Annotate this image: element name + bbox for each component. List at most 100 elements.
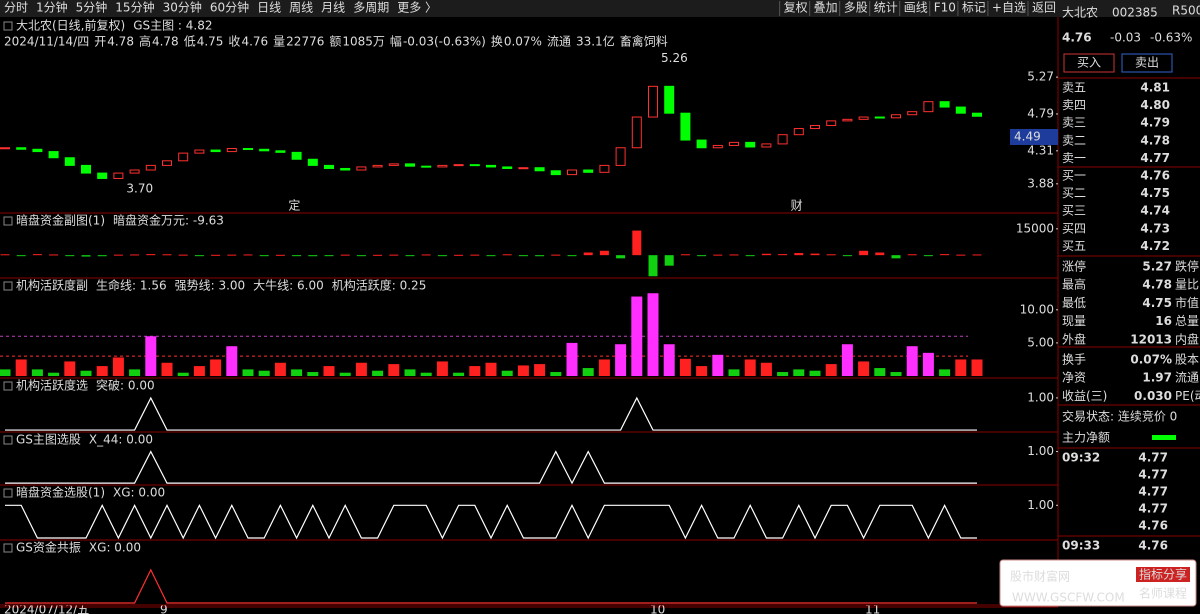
info-item: 4.75 xyxy=(197,35,224,49)
toolbar-button[interactable]: +自选 xyxy=(992,1,1026,15)
sell-button[interactable] xyxy=(1121,53,1173,73)
bar xyxy=(275,254,285,256)
panel-legend: 强势线: 3.00 xyxy=(175,279,246,293)
bar xyxy=(372,370,384,377)
bar xyxy=(745,255,755,257)
y-tick-label: 10.00 xyxy=(1020,302,1054,316)
toolbar-tab[interactable]: 60分钟 xyxy=(210,0,249,15)
book-label: 卖一 xyxy=(1062,151,1086,165)
bar xyxy=(744,359,756,377)
book-label: 买四 xyxy=(1062,221,1086,235)
stat-value: 0.030 xyxy=(1134,389,1172,403)
toolbar-tab[interactable]: 分时 xyxy=(4,1,28,15)
candle xyxy=(0,147,10,150)
toolbar-tab[interactable]: 5分钟 xyxy=(76,0,108,15)
toolbar-button[interactable]: F10 xyxy=(934,1,956,15)
candle xyxy=(129,169,140,174)
book-price: 4.79 xyxy=(1140,116,1170,130)
panel-legend: 突破: 0.00 xyxy=(96,378,155,393)
candle xyxy=(923,101,934,113)
candle xyxy=(340,167,351,171)
toolbar-button[interactable]: 标记 xyxy=(962,1,986,15)
bar xyxy=(145,336,157,377)
stat-label: 量比 xyxy=(1175,278,1199,292)
bar xyxy=(210,359,222,377)
buy-button[interactable] xyxy=(1063,53,1115,73)
tick-price: 4.77 xyxy=(1138,485,1168,499)
trade-status: 交易状态: 连续竞价 0 xyxy=(1062,409,1177,424)
bar xyxy=(177,372,189,377)
toolbar-button[interactable]: 统计 xyxy=(874,1,898,15)
toolbar-tab[interactable]: 周线 xyxy=(289,1,313,15)
tick-price: 4.76 xyxy=(1138,539,1168,553)
candle xyxy=(486,164,496,168)
info-item: 量 xyxy=(273,35,285,49)
y-tick-label: 4.79 xyxy=(1027,106,1054,120)
toolbar-tab[interactable]: 30分钟 xyxy=(163,0,202,15)
panel-legend: GS主图 : 4.82 xyxy=(133,19,212,33)
toolbar-button[interactable]: 多股 xyxy=(844,1,868,15)
stat-label: 外盘 xyxy=(1062,331,1086,346)
info-item: 33.1亿 xyxy=(576,34,615,49)
toolbar-button[interactable]: 画线 xyxy=(904,1,928,15)
candle xyxy=(972,112,982,117)
panel-title: 机构活跃度选 xyxy=(16,378,88,393)
panel-legend: XG: 0.00 xyxy=(113,486,165,500)
bar xyxy=(0,369,11,377)
bar xyxy=(339,372,351,377)
panel-legend: 暗盘资金万元: -9.63 xyxy=(113,213,224,228)
candle xyxy=(145,164,156,171)
bar xyxy=(712,354,724,377)
candle xyxy=(324,164,334,169)
stat-label: 现量 xyxy=(1062,314,1086,328)
bar xyxy=(193,366,205,377)
bar xyxy=(663,344,675,377)
candle xyxy=(113,172,124,179)
bar xyxy=(501,370,513,377)
candle xyxy=(64,157,75,166)
bar xyxy=(598,359,610,377)
watermark-tag: 指标分享 xyxy=(1139,567,1187,582)
bar xyxy=(470,254,480,256)
bar xyxy=(647,293,659,377)
candle xyxy=(583,169,594,173)
bar xyxy=(194,255,204,257)
book-label: 卖四 xyxy=(1062,98,1086,112)
bar xyxy=(923,255,933,257)
info-item: 4.76 xyxy=(241,35,268,49)
annotation: 5.26 xyxy=(661,51,688,65)
book-label: 买二 xyxy=(1062,186,1086,200)
toolbar-tab[interactable]: 1分钟 xyxy=(36,0,68,15)
date-label: 9 xyxy=(160,603,168,614)
candle xyxy=(599,164,610,173)
stat-value: 16 xyxy=(1155,314,1172,328)
toolbar-tab[interactable]: 15分钟 xyxy=(115,0,154,15)
bar xyxy=(502,254,512,256)
toolbar-button[interactable]: 叠加 xyxy=(814,1,838,15)
sell-label[interactable]: 卖出 xyxy=(1135,56,1159,70)
toolbar-button[interactable]: 复权 xyxy=(784,1,808,15)
bar xyxy=(616,255,626,259)
bar xyxy=(648,255,658,277)
bar xyxy=(485,362,497,377)
book-label: 卖二 xyxy=(1062,133,1086,147)
cursor-price: 4.49 xyxy=(1014,129,1041,143)
bar xyxy=(599,250,609,256)
bar xyxy=(81,255,91,257)
candle xyxy=(210,149,221,153)
bar xyxy=(16,255,26,257)
toolbar-tab[interactable]: 日线 xyxy=(257,1,281,15)
bar xyxy=(809,370,821,377)
candle xyxy=(469,164,480,167)
net-flow-label: 主力净额 xyxy=(1062,431,1110,445)
bar xyxy=(65,255,75,257)
toolbar-tab[interactable]: 多周期 xyxy=(353,1,389,15)
info-item: 0.07% xyxy=(504,35,542,49)
bar xyxy=(632,230,642,256)
toolbar-tab[interactable]: 月线 xyxy=(321,1,345,15)
buy-label[interactable]: 买入 xyxy=(1077,56,1101,70)
bar xyxy=(0,254,10,256)
toolbar-tab[interactable]: 更多 〉 xyxy=(397,1,437,15)
toolbar-button[interactable]: 返回 xyxy=(1032,1,1056,15)
